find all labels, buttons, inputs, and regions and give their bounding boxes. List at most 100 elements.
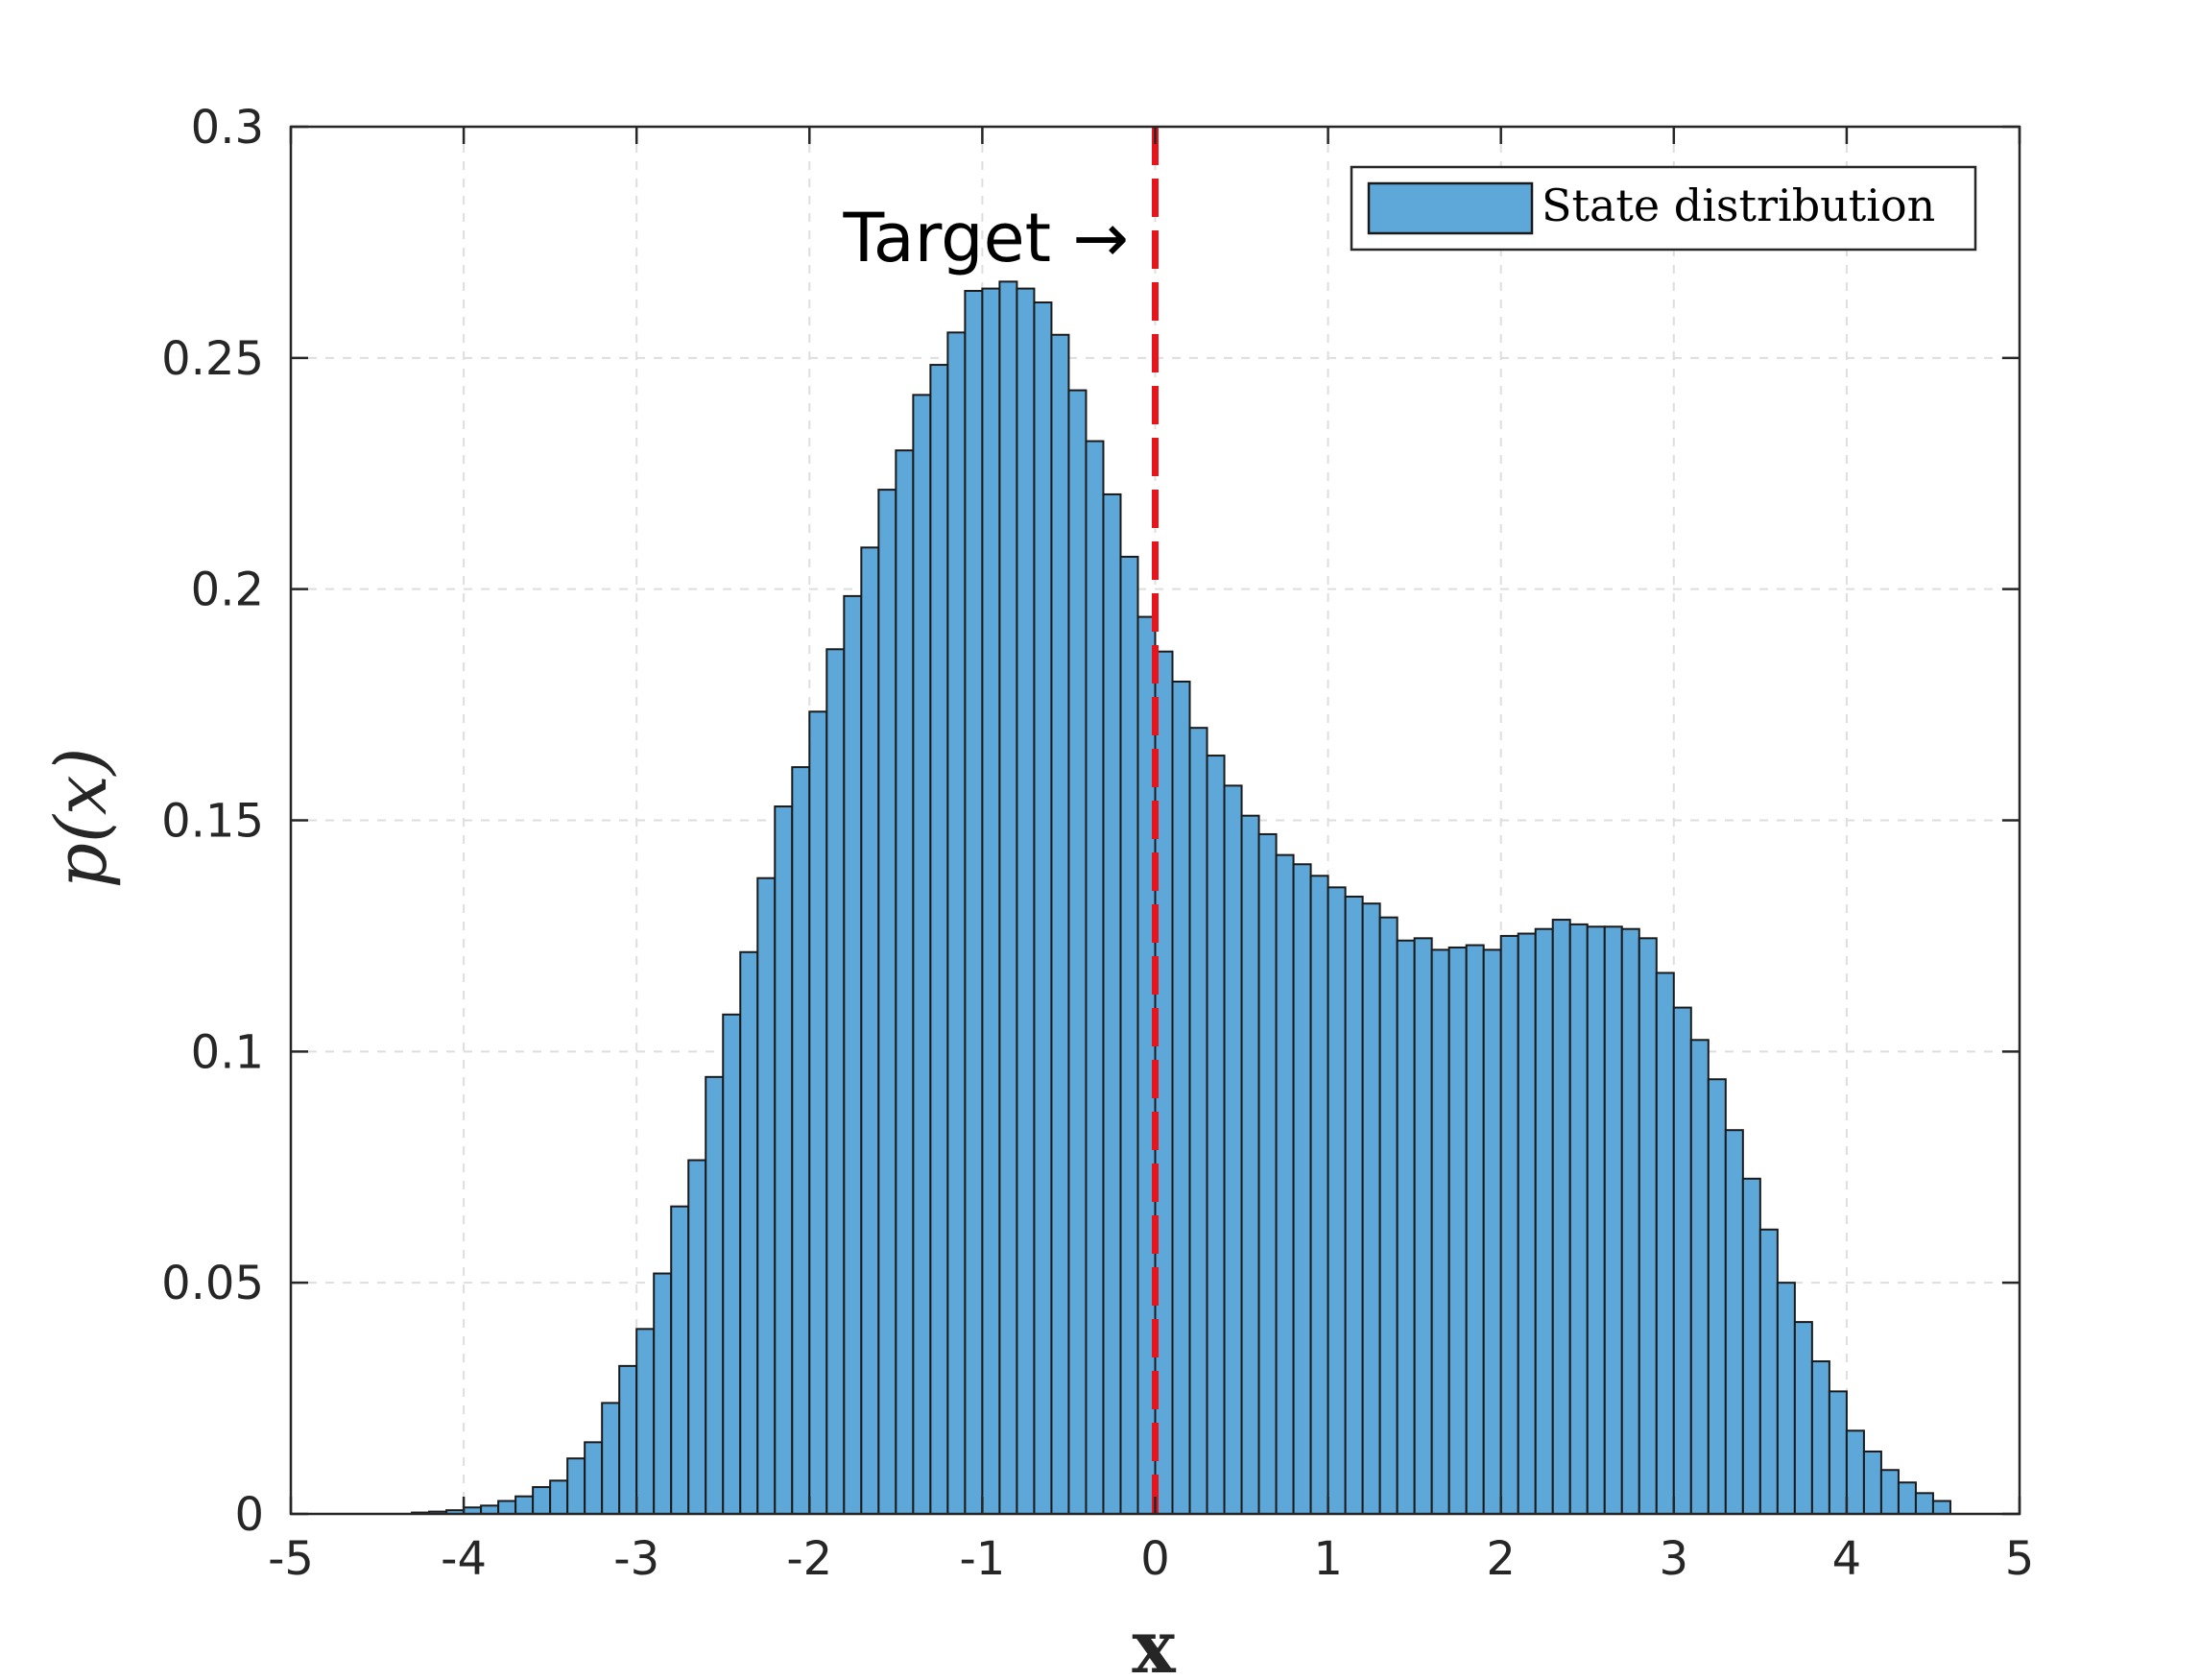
- histogram-bar: [1430, 948, 1450, 1515]
- y-tick-label: 0.05: [161, 1257, 264, 1310]
- histogram-bar: [635, 1328, 656, 1516]
- histogram-bar: [1758, 1228, 1779, 1516]
- histogram-bar: [1517, 932, 1537, 1515]
- histogram-bar: [1016, 287, 1036, 1515]
- histogram-bar: [670, 1205, 690, 1515]
- histogram-bar: [946, 331, 967, 1515]
- x-axis-title: x: [1132, 1604, 1176, 1680]
- histogram-bar: [1862, 1450, 1882, 1515]
- x-tick-label: -4: [441, 1532, 487, 1586]
- x-tick-label: -1: [959, 1532, 1005, 1586]
- histogram-bar: [1689, 1039, 1710, 1515]
- histogram-bar: [549, 1479, 569, 1515]
- target-annotation: Target →: [843, 199, 1129, 277]
- histogram-bar: [877, 489, 897, 1516]
- histogram-bar: [1672, 1006, 1692, 1515]
- histogram-bar: [1586, 925, 1606, 1515]
- histogram-bar: [1897, 1481, 1917, 1516]
- histogram-bar: [705, 1075, 725, 1515]
- histogram-bar: [1067, 389, 1088, 1515]
- histogram-bar: [584, 1441, 604, 1516]
- histogram-bar: [1551, 919, 1571, 1515]
- histogram-bar: [739, 950, 759, 1515]
- histogram-bar: [1119, 555, 1139, 1515]
- histogram-bar: [1810, 1360, 1830, 1516]
- legend-label: State distribution: [1542, 180, 1935, 231]
- legend: State distribution: [1350, 165, 1977, 252]
- histogram-bar: [1828, 1390, 1848, 1515]
- histogram-bar: [1447, 946, 1468, 1515]
- y-tick-label: 0: [234, 1488, 264, 1542]
- histogram-bar: [601, 1402, 621, 1516]
- histogram-bar: [1638, 937, 1658, 1515]
- histogram-bar: [497, 1500, 517, 1515]
- histogram-bar: [1292, 863, 1312, 1515]
- histogram-bar: [1465, 944, 1485, 1515]
- histogram-bar: [860, 546, 880, 1515]
- x-tick-label: 4: [1832, 1532, 1862, 1586]
- histogram-bar: [532, 1486, 552, 1516]
- histogram-bar: [1102, 492, 1122, 1515]
- histogram-bar: [998, 280, 1018, 1516]
- x-tick-label: -3: [613, 1532, 659, 1586]
- histogram-bar: [1776, 1282, 1796, 1515]
- histogram-bar: [1257, 832, 1278, 1515]
- histogram-bar: [1050, 333, 1070, 1515]
- x-tick-label: 3: [1660, 1532, 1689, 1586]
- histogram-bar: [808, 710, 828, 1515]
- histogram-bar: [1327, 886, 1347, 1515]
- axis-ticks: [289, 125, 2021, 1516]
- histogram-bar: [1309, 875, 1329, 1515]
- y-tick-label: 0.2: [191, 564, 264, 617]
- histogram-bar: [1275, 853, 1295, 1515]
- x-tick-label: 0: [1140, 1532, 1170, 1586]
- y-axis-title: p(x): [40, 748, 123, 889]
- legend-swatch: [1367, 181, 1534, 235]
- histogram-bar: [1707, 1078, 1727, 1515]
- histogram-bar: [825, 648, 846, 1515]
- histogram-bar: [1914, 1492, 1934, 1515]
- histogram-bars: [411, 280, 1951, 1516]
- histogram-bar: [843, 594, 863, 1515]
- histogram-bar: [964, 289, 984, 1515]
- histogram-bar: [1344, 895, 1364, 1515]
- histogram-bar: [1620, 927, 1640, 1515]
- histogram-bar: [687, 1159, 707, 1516]
- x-tick-label: 1: [1313, 1532, 1343, 1586]
- histogram-bar: [1534, 927, 1554, 1515]
- histogram-bar: [895, 449, 915, 1516]
- histogram-bar: [722, 1013, 742, 1516]
- x-tick-label: 2: [1486, 1532, 1516, 1586]
- histogram-bar: [756, 876, 777, 1515]
- histogram-bar: [514, 1495, 535, 1515]
- x-tick-labels: -5 -4 -3 -2 -1 0 1 2 3 4 5: [268, 1532, 2034, 1586]
- histogram-bar: [653, 1272, 673, 1515]
- histogram-bar: [912, 394, 932, 1515]
- histogram-bar: [1171, 681, 1191, 1515]
- histogram-bar: [1793, 1321, 1813, 1515]
- histogram-bar: [981, 287, 1001, 1515]
- histogram-bar: [618, 1364, 638, 1516]
- histogram-bar: [1033, 301, 1053, 1515]
- histogram-bar: [1240, 814, 1260, 1515]
- histogram-bar: [1724, 1129, 1744, 1515]
- y-tick-label: 0.1: [191, 1025, 264, 1079]
- histogram-bar: [1085, 440, 1105, 1515]
- histogram-bar: [1931, 1500, 1951, 1515]
- histogram-bar: [1845, 1429, 1865, 1516]
- histogram-bar: [1499, 934, 1519, 1515]
- histogram-bar: [1378, 916, 1399, 1515]
- histogram-bar: [1879, 1469, 1900, 1516]
- histogram-bar: [929, 364, 949, 1515]
- histogram-bar: [1223, 784, 1243, 1515]
- x-tick-label: -2: [786, 1532, 832, 1586]
- y-tick-label: 0.15: [161, 795, 264, 849]
- histogram-bar: [566, 1457, 586, 1515]
- histogram-bar: [1655, 972, 1675, 1515]
- y-tick-label: 0.25: [161, 332, 264, 386]
- histogram-bar: [1188, 727, 1208, 1515]
- x-tick-label: 5: [2005, 1532, 2035, 1586]
- y-tick-label: 0.3: [191, 101, 264, 155]
- histogram-bar: [1603, 925, 1623, 1515]
